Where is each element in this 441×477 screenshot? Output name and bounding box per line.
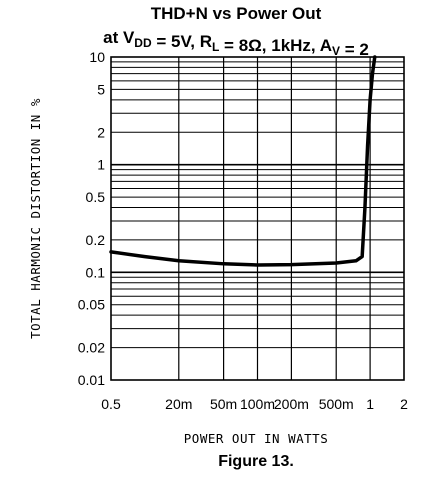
y-tick-label: 2 xyxy=(97,124,105,140)
y-tick-label: 10 xyxy=(89,49,105,65)
x-tick-label: 2 xyxy=(400,396,408,412)
y-tick-label: 0.01 xyxy=(78,372,105,388)
x-tick-label: 1 xyxy=(366,396,374,412)
y-axis-label: TOTAL HARMONIC DISTORTION IN % xyxy=(28,98,43,339)
x-axis-label: POWER OUT IN WATTS xyxy=(184,431,328,446)
chart-subtitle: at VDD = 5V, RL = 8Ω, 1kHz, AV = 2 xyxy=(103,28,369,59)
y-tick-label: 0.2 xyxy=(86,232,106,248)
x-tick-label: 100m xyxy=(240,396,275,412)
thd-series-line xyxy=(109,55,377,267)
y-tick-label: 1 xyxy=(97,157,105,173)
y-tick-label: 0.05 xyxy=(78,297,105,313)
figure-caption: Figure 13. xyxy=(218,453,294,470)
x-tick-label: 50m xyxy=(210,396,237,412)
y-tick-label: 0.1 xyxy=(86,264,106,280)
x-tick-label: 0.5 xyxy=(101,396,121,412)
plot-frame xyxy=(110,56,405,381)
y-tick-label: 0.02 xyxy=(78,340,105,356)
y-axis-ticks: 10 5 2 1 0.5 0.2 0.1 0.05 0.02 0.01 xyxy=(78,49,105,388)
chart-title: THD+N vs Power Out xyxy=(151,4,322,23)
x-tick-label: 20m xyxy=(165,396,192,412)
major-gridlines xyxy=(111,57,404,380)
x-tick-label: 500m xyxy=(319,396,354,412)
x-tick-label: 200m xyxy=(274,396,309,412)
y-tick-label: 5 xyxy=(97,81,105,97)
y-tick-label: 0.5 xyxy=(86,189,106,205)
